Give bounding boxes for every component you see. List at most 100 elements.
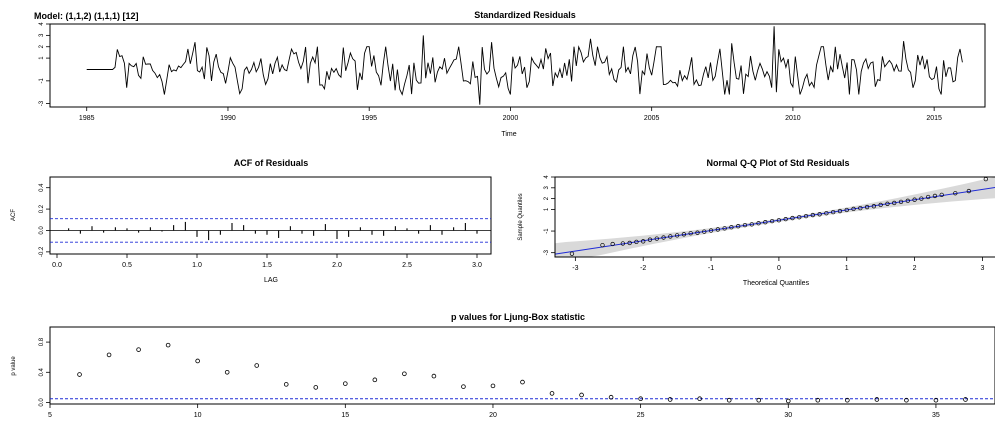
x-tick-label: 2000 xyxy=(503,115,519,122)
acf-panel: ACF of Residuals 0.0 0.5 1.0 1.5 2.0 2.5 3.0 -0… xyxy=(11,158,492,284)
x-tick-label: 30 xyxy=(784,412,792,419)
x-tick-label: 5 xyxy=(48,412,52,419)
qq-points xyxy=(554,177,995,257)
ljung-point xyxy=(165,342,171,348)
qq-point xyxy=(729,225,734,230)
qq-panel: Normal Q-Q Plot of Std Residuals -3 -2 -1 0… xyxy=(518,158,995,287)
y-tick-label: -1 xyxy=(544,228,550,234)
qq-point xyxy=(783,217,788,222)
ljung-point xyxy=(461,384,466,389)
x-tick-label: 1 xyxy=(845,265,849,272)
qq-point xyxy=(569,251,575,256)
qq-point xyxy=(790,215,795,221)
qq-point xyxy=(627,240,632,246)
qq-point xyxy=(668,234,673,239)
acf-title: ACF of Residuals xyxy=(234,158,309,168)
residuals-line xyxy=(86,26,963,105)
qq-point xyxy=(681,232,687,237)
y-tick-label: -0.2 xyxy=(39,246,45,257)
y-tick-label: 1 xyxy=(39,56,45,60)
qq-point xyxy=(688,231,693,236)
qq-confidence-band xyxy=(555,177,995,257)
y-tick-label: 3 xyxy=(39,33,45,37)
model-label: Model: (1,1,2) (1,1,1) [12] xyxy=(34,11,139,21)
ljung-point xyxy=(904,397,909,403)
x-tick-label: 2.5 xyxy=(402,262,412,269)
qq-point xyxy=(831,209,836,215)
qq-point xyxy=(858,205,863,211)
y-tick-label: 0.0 xyxy=(39,398,45,407)
qq-reference-line xyxy=(554,187,995,255)
y-tick-label: 4 xyxy=(39,22,45,26)
qq-point xyxy=(932,193,938,199)
qq-point xyxy=(824,211,829,216)
ljung-point xyxy=(402,371,407,377)
qq-point xyxy=(769,218,775,224)
qq-point xyxy=(736,224,741,229)
qq-point xyxy=(844,207,849,213)
x-tick-label: 35 xyxy=(932,412,940,419)
x-tick-label: -3 xyxy=(572,265,578,272)
ljung-point xyxy=(933,397,939,403)
ljung-point xyxy=(254,363,260,368)
x-tick-label: 2005 xyxy=(644,115,660,122)
x-tick-label: 3 xyxy=(980,265,984,272)
ljung-point xyxy=(431,373,437,379)
ljung-point xyxy=(372,377,378,383)
ljung-point xyxy=(283,382,289,387)
ljung-point xyxy=(195,358,200,364)
ljung-point xyxy=(106,352,112,358)
x-tick-label: 15 xyxy=(341,412,349,419)
qq-point xyxy=(620,241,625,246)
qq-point xyxy=(742,222,748,228)
x-tick-label: 2 xyxy=(913,265,917,272)
x-tick-label: 10 xyxy=(194,412,202,419)
qq-point xyxy=(851,206,856,212)
acf-bars xyxy=(50,218,491,243)
qq-point xyxy=(892,200,897,206)
ljung-point xyxy=(224,369,230,375)
x-tick-label: 2.0 xyxy=(332,262,342,269)
x-tick-label: 0.0 xyxy=(52,262,62,269)
ljung-point xyxy=(490,383,496,389)
qq-point xyxy=(885,201,890,206)
ljung-tick-labels: 5 10 15 20 25 30 35 0.0 0.4 0.8 xyxy=(39,337,940,419)
qq-point xyxy=(817,212,822,217)
ljung-point xyxy=(549,391,555,396)
residuals-title: Standardized Residuals xyxy=(474,10,576,20)
ljung-point xyxy=(579,392,584,398)
y-tick-label: 0.4 xyxy=(39,183,45,192)
x-tick-label: 0.5 xyxy=(122,262,132,269)
residuals-plot-frame xyxy=(49,23,986,108)
y-tick-label: 0.2 xyxy=(39,204,45,213)
y-tick-label: -1 xyxy=(39,78,45,84)
qq-point xyxy=(600,242,605,248)
x-tick-label: 0 xyxy=(777,265,781,272)
x-tick-label: 3.0 xyxy=(472,262,482,269)
qq-point xyxy=(797,215,802,220)
qq-plot-frame xyxy=(554,176,995,258)
qq-point xyxy=(674,233,680,238)
qq-point xyxy=(647,237,653,242)
qq-point xyxy=(953,191,958,196)
qq-point xyxy=(641,239,646,244)
qq-point xyxy=(610,241,615,247)
y-tick-label: -3 xyxy=(39,100,45,106)
ljung-point xyxy=(845,397,850,403)
qq-point xyxy=(803,213,809,219)
y-tick-label: 3 xyxy=(544,185,550,189)
ljung-point xyxy=(313,385,319,390)
y-tick-label: 1 xyxy=(544,207,550,211)
ljung-point xyxy=(756,397,762,403)
qq-point xyxy=(715,227,720,232)
ljung-point xyxy=(726,397,732,403)
y-tick-label: 2 xyxy=(39,44,45,48)
ljung-point xyxy=(608,394,614,400)
qq-point xyxy=(898,199,904,205)
ljung-point xyxy=(874,397,880,402)
ljung-title: p values for Ljung-Box statistic xyxy=(451,312,585,322)
qq-point xyxy=(763,220,768,225)
acf-tick-labels: 0.0 0.5 1.0 1.5 2.0 2.5 3.0 -0.2 0.0 0.2 0.4 xyxy=(39,183,482,269)
y-tick-label: 4 xyxy=(544,175,550,179)
